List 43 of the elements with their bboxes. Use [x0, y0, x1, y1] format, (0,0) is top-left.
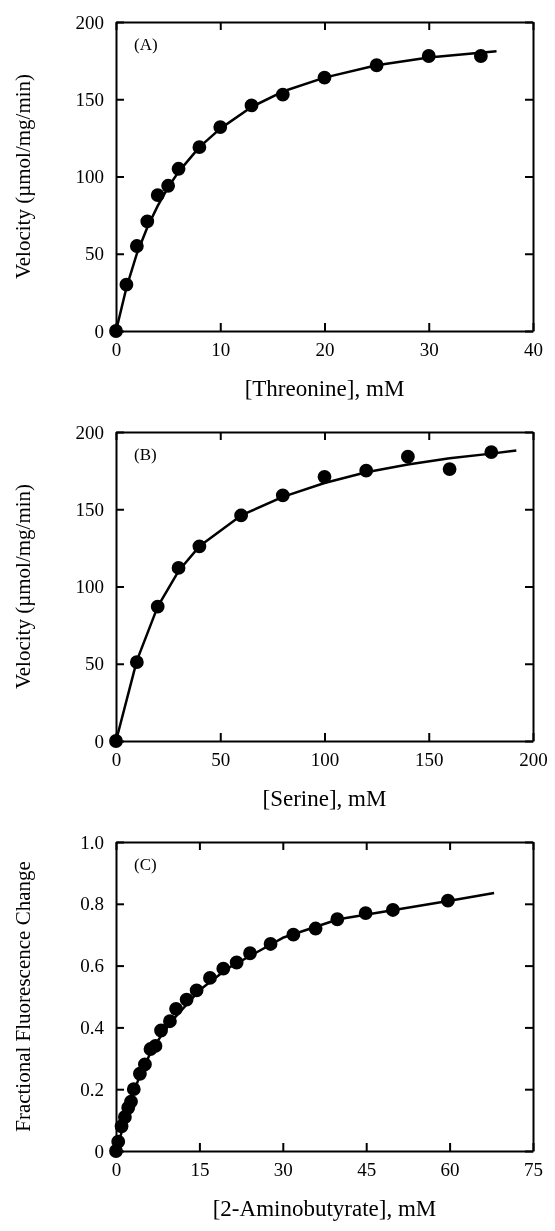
y-tick-label: 0.2 [80, 1078, 104, 1100]
y-tick-label: 1.0 [80, 831, 104, 853]
x-tick-label: 0 [111, 1159, 122, 1181]
x-tick-label: 15 [190, 1159, 210, 1181]
y-axis-title: Velocity (µmol/mg/min) [11, 73, 35, 280]
x-axis-title: [2-Aminobutyrate], mM [212, 1196, 437, 1221]
x-tick-label: 75 [524, 1159, 543, 1181]
x-tick-label: 200 [519, 749, 548, 771]
y-tick-label: 0.4 [80, 1016, 105, 1038]
y-tick-label: 100 [75, 576, 104, 598]
y-tick-label: 200 [75, 11, 104, 33]
y-tick-label: 0.8 [80, 893, 104, 915]
y-tick-label: 100 [75, 166, 104, 188]
y-tick-label: 150 [75, 498, 104, 520]
y-tick-label: 50 [85, 243, 104, 265]
y-axis-title: Fractional Fluorescence Change [11, 861, 35, 1132]
x-tick-label: 150 [415, 749, 444, 771]
y-tick-label: 0 [94, 320, 104, 342]
point [400, 449, 415, 464]
x-axis-title: [Serine], mM [262, 786, 387, 811]
x-tick-label: 45 [357, 1159, 377, 1181]
x-tick-label: 100 [310, 749, 340, 771]
annotation: (A) [134, 35, 158, 54]
x-tick-label: 0 [111, 749, 122, 771]
y-tick-label: 0.6 [80, 955, 104, 977]
annotation: (B) [134, 445, 157, 464]
y-tick-label: 50 [85, 653, 104, 675]
x-tick-label: 30 [273, 1159, 293, 1181]
x-tick-label: 50 [211, 749, 231, 771]
x-tick-label: 0 [111, 339, 122, 361]
x-tick-label: 30 [419, 339, 439, 361]
y-tick-label: 200 [75, 421, 104, 443]
annotation: (C) [134, 855, 157, 874]
y-tick-label: 0 [94, 730, 104, 752]
x-tick-label: 10 [211, 339, 231, 361]
x-tick-label: 40 [524, 339, 543, 361]
x-tick-label: 60 [440, 1159, 460, 1181]
x-axis-title: [Threonine], mM [244, 376, 405, 401]
x-tick-label: 20 [315, 339, 335, 361]
y-axis-title: Velocity (µmol/mg/min) [11, 483, 35, 690]
point [442, 462, 457, 476]
y-tick-label: 150 [75, 88, 104, 110]
y-tick-label: 0 [94, 1140, 104, 1162]
